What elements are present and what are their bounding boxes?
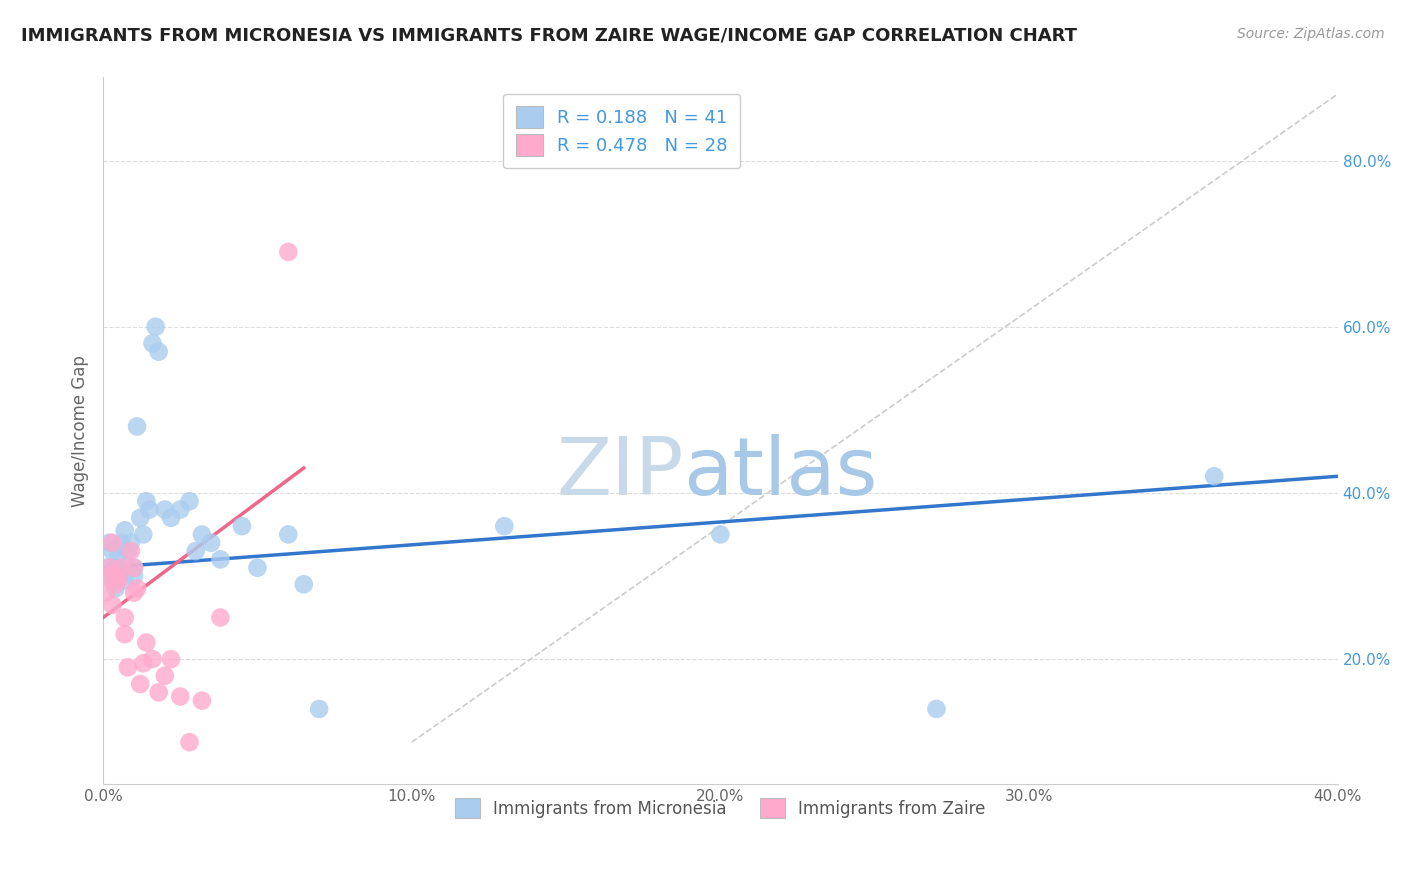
Legend: Immigrants from Micronesia, Immigrants from Zaire: Immigrants from Micronesia, Immigrants f… [449,791,993,825]
Point [107,573,129,587]
Point [135,494,157,508]
Text: IMMIGRANTS FROM MICRONESIA VS IMMIGRANTS FROM ZAIRE WAGE/INCOME GAP CORRELATION : IMMIGRANTS FROM MICRONESIA VS IMMIGRANTS… [21,27,1077,45]
Point [277,244,299,259]
Point [114,610,136,624]
Point [277,527,299,541]
Text: atlas: atlas [683,434,877,512]
Point [132,657,155,671]
Point [101,544,124,558]
Point [122,585,145,599]
Point [98,569,121,583]
Point [191,527,214,541]
Point [153,669,176,683]
Point [141,652,163,666]
Point [494,519,516,533]
Point [114,627,136,641]
Point [111,535,134,549]
Point [200,535,222,549]
Point [122,560,145,574]
Point [179,735,201,749]
Point [709,527,731,541]
Point [101,573,124,587]
Point [925,702,948,716]
Point [107,548,129,562]
Point [132,527,155,541]
Point [114,573,136,587]
Point [129,511,152,525]
Point [145,319,167,334]
Point [1204,469,1226,483]
Point [122,560,145,574]
Point [114,524,136,538]
Point [231,519,253,533]
Text: ZIP: ZIP [555,434,683,512]
Point [98,535,121,549]
Point [160,652,183,666]
Point [292,577,315,591]
Y-axis label: Wage/Income Gap: Wage/Income Gap [72,355,89,507]
Point [148,344,170,359]
Point [138,502,160,516]
Point [129,677,152,691]
Point [104,560,127,574]
Point [117,660,139,674]
Point [125,419,148,434]
Point [141,336,163,351]
Point [153,502,176,516]
Point [169,690,191,704]
Point [191,693,214,707]
Point [169,502,191,516]
Point [101,535,124,549]
Point [104,577,127,591]
Point [104,582,127,596]
Point [160,511,183,525]
Point [122,569,145,583]
Point [125,582,148,596]
Point [148,685,170,699]
Point [184,544,207,558]
Point [246,560,269,574]
Point [98,560,121,574]
Point [179,494,201,508]
Point [104,569,127,583]
Point [117,544,139,558]
Point [111,560,134,574]
Point [209,552,232,566]
Point [101,598,124,612]
Point [111,560,134,574]
Point [135,635,157,649]
Point [120,544,142,558]
Point [96,560,118,574]
Point [107,569,129,583]
Point [209,610,232,624]
Text: Source: ZipAtlas.com: Source: ZipAtlas.com [1237,27,1385,41]
Point [308,702,330,716]
Point [120,535,142,549]
Point [96,585,118,599]
